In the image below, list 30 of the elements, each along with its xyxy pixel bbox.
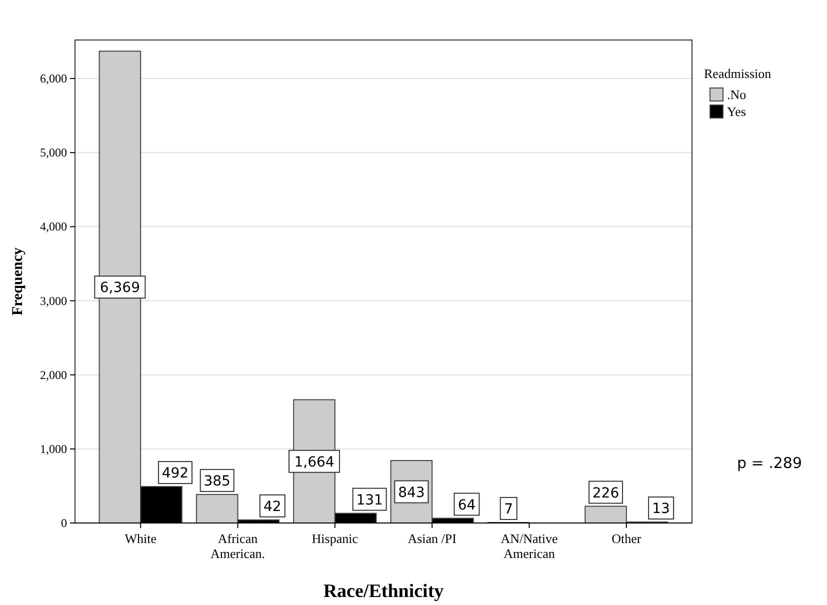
data-label: 226 — [592, 485, 620, 502]
text: p = .289 — [736, 454, 802, 472]
data-label: 492 — [162, 466, 189, 482]
y-tick-label: 3,000 — [40, 294, 67, 308]
data-label: 6,369 — [100, 280, 140, 296]
data-label: 843 — [398, 484, 425, 501]
x-tick-label: White — [124, 531, 157, 546]
x-tick-label: AN/Native American — [500, 531, 558, 561]
x-tick-label: Asian /PI — [408, 531, 456, 546]
legend-label: .No — [727, 87, 746, 102]
y-tick-label: 0 — [61, 516, 67, 530]
x-tick-label: Other — [612, 531, 642, 546]
legend-label: Yes — [727, 104, 746, 119]
x-tick-label: Hispanic — [312, 531, 358, 546]
y-tick-label: 2,000 — [40, 368, 67, 382]
legend-title: Readmission — [704, 66, 772, 81]
data-label: 1,664 — [294, 454, 334, 470]
data-label: 64 — [458, 497, 476, 514]
y-tick-label: 4,000 — [40, 220, 67, 234]
y-tick-label: 6,000 — [40, 72, 67, 86]
x-tick-label: African American. — [210, 531, 266, 561]
y-tick-label: 1,000 — [40, 442, 67, 456]
y-tick-label: 5,000 — [40, 146, 67, 160]
y-axis-title: Frequency — [10, 246, 26, 316]
data-label: 7 — [504, 501, 514, 518]
data-label: 131 — [356, 492, 383, 508]
x-axis-title: Race/Ethnicity — [323, 581, 444, 602]
data-label: 13 — [652, 501, 670, 518]
data-label: 385 — [204, 473, 230, 490]
data-label: 42 — [263, 498, 282, 515]
